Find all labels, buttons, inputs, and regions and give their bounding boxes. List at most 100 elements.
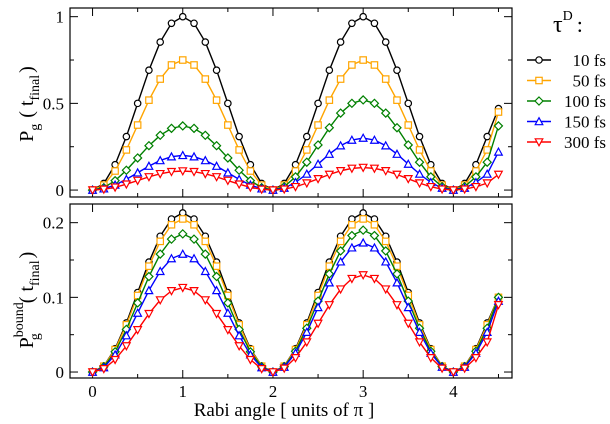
data-point: [132, 153, 143, 163]
data-point: [99, 185, 109, 195]
data-point: [483, 146, 491, 154]
data-point: [347, 230, 357, 241]
y-tick-label: 0.2: [43, 214, 64, 233]
data-point: [167, 61, 176, 69]
legend-marker: [535, 56, 543, 64]
data-point: [166, 234, 177, 244]
data-point: [380, 285, 391, 295]
data-point: [201, 237, 210, 246]
data-point: [189, 167, 199, 177]
data-point: [144, 161, 154, 170]
data-point: [166, 167, 177, 177]
data-point: [336, 237, 345, 246]
data-point: [223, 153, 233, 163]
data-point: [234, 330, 244, 340]
top-ylabel-main: P: [16, 131, 38, 142]
data-point: [144, 140, 154, 151]
data-point: [313, 140, 323, 150]
data-point: [415, 132, 424, 141]
data-point: [403, 319, 414, 329]
data-point: [414, 338, 425, 348]
x-tick-label: 4: [449, 382, 458, 401]
data-point: [200, 266, 211, 276]
data-point: [167, 220, 176, 229]
x-tick-label: 2: [269, 382, 278, 401]
data-point: [359, 12, 367, 21]
top-panel: 00.51: [43, 7, 513, 200]
legend-entry: 100 fs: [527, 92, 606, 111]
data-point: [380, 256, 391, 266]
data-point: [132, 326, 143, 335]
data-point: [358, 237, 368, 247]
data-point: [381, 75, 390, 83]
data-point: [392, 170, 402, 180]
data-point: [335, 256, 346, 266]
data-point: [348, 19, 356, 28]
bottom-ylabel-sup: bound: [12, 302, 27, 337]
data-point: [392, 301, 402, 310]
data-point: [144, 285, 154, 295]
data-point: [156, 38, 165, 46]
data-point: [223, 298, 233, 308]
data-point: [290, 182, 301, 192]
data-point: [211, 173, 222, 182]
data-point: [178, 215, 187, 223]
data-point: [132, 176, 143, 186]
data-point: [347, 98, 357, 109]
data-point: [145, 66, 153, 74]
data-point: [471, 354, 481, 363]
data-point: [403, 174, 414, 184]
data-point: [234, 180, 244, 190]
data-point: [155, 249, 166, 259]
data-point: [224, 121, 232, 129]
data-point: [156, 75, 165, 83]
data-point: [494, 108, 503, 116]
data-point: [404, 99, 413, 108]
data-point: [414, 168, 425, 178]
bottom-ylabel-paren-open: ( t: [16, 286, 38, 304]
data-point: [246, 167, 255, 175]
data-point: [155, 266, 166, 276]
y-tick-label: 0: [56, 181, 65, 200]
data-point: [200, 249, 211, 259]
data-point: [145, 96, 153, 104]
data-point: [393, 96, 401, 104]
data-point: [132, 307, 143, 317]
data-point: [166, 151, 177, 161]
series-10-fs: [88, 12, 503, 194]
data-point: [301, 327, 312, 336]
legend-label: 100 fs: [564, 92, 606, 111]
data-point: [313, 174, 323, 184]
data-point: [415, 146, 424, 154]
bottom-ylabel-sub: g: [28, 333, 43, 340]
data-point: [347, 242, 357, 252]
data-point: [403, 302, 414, 312]
data-point: [223, 307, 233, 317]
data-point: [190, 61, 198, 69]
data-point: [223, 326, 233, 335]
data-point: [369, 230, 380, 241]
data-point: [482, 168, 493, 178]
data-point: [256, 365, 267, 374]
data-point: [110, 355, 120, 365]
data-point: [211, 271, 222, 282]
top-ylabel-sub: g: [28, 124, 43, 131]
data-point: [302, 146, 311, 154]
legend-marker: [534, 138, 544, 148]
data-point: [155, 155, 166, 165]
data-point: [211, 161, 222, 170]
y-tick-label: 0: [56, 363, 65, 382]
data-point: [471, 182, 481, 192]
data-point: [177, 229, 188, 239]
data-point: [212, 262, 221, 270]
svg-text:Pg( tfinal): Pg ( tfinal): [16, 66, 43, 142]
data-point: [370, 19, 379, 28]
data-point: [482, 157, 493, 168]
data-point: [121, 342, 132, 352]
data-point: [325, 66, 334, 74]
data-point: [132, 167, 143, 177]
data-point: [392, 149, 402, 158]
legend-marker: [534, 96, 544, 106]
data-point: [335, 140, 346, 150]
